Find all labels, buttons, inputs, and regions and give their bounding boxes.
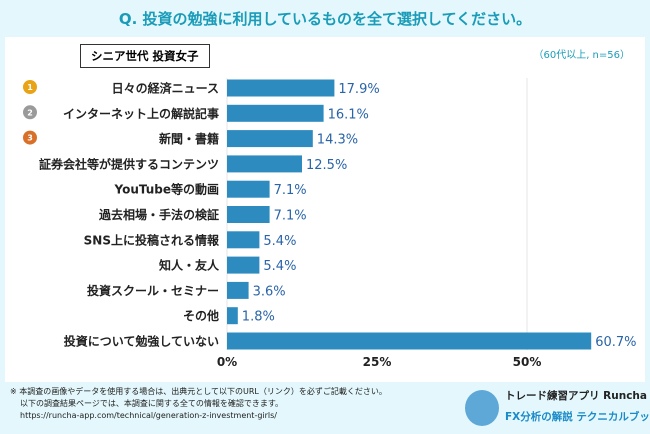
category-label: 日々の経済ニュース xyxy=(112,81,219,96)
bar xyxy=(227,130,313,148)
category-label: 新聞・書籍 xyxy=(159,131,219,146)
category-label: 投資スクール・セミナー xyxy=(87,283,219,298)
brand-tagline: FX分析の解説 テクニカルブック xyxy=(505,411,650,423)
bar xyxy=(227,155,302,173)
brand-name: トレード練習アプリ Runcha xyxy=(505,390,647,402)
value-label: 12.5% xyxy=(306,158,347,173)
rank-medal-icon xyxy=(23,105,37,120)
category-label: 証券会社等が提供するコンテンツ xyxy=(39,156,219,171)
tick-label: 25% xyxy=(363,355,392,369)
category-label: 投資について勉強していない xyxy=(64,334,219,349)
bar xyxy=(227,281,249,299)
value-label: 16.1% xyxy=(328,107,369,122)
category-label: YouTube等の動画 xyxy=(113,182,219,197)
segment-label: シニア世代 投資女子 xyxy=(80,44,210,68)
footer-line: ※ 本調査の画像やデータを使用する場合は、出典元として以下のURL（リンク）を必… xyxy=(10,387,387,396)
footer-url[interactable]: https://runcha-app.com/technical/generat… xyxy=(20,411,278,420)
tick-label: 0% xyxy=(217,355,237,369)
value-label: 7.1% xyxy=(274,209,307,224)
rank-number: 3 xyxy=(27,134,33,143)
value-label: 60.7% xyxy=(595,335,636,350)
rank-medal-icon xyxy=(23,80,37,94)
bar xyxy=(227,206,270,223)
category-label: その他 xyxy=(183,308,219,323)
bar xyxy=(227,180,270,198)
brand-logo[interactable]: トレード練習アプリ Runcha FX分析の解説 テクニカルブック xyxy=(465,386,650,432)
category-label: 過去相場・手法の検証 xyxy=(98,207,219,222)
tick-label: 50% xyxy=(513,355,542,369)
value-label: 1.8% xyxy=(242,310,275,325)
footer-line: 以下の調査結果ページでは、本調査に関する全ての情報を確認できます。 xyxy=(20,399,284,408)
category-label: インターネット上の解説記事 xyxy=(63,106,219,121)
rank-number: 2 xyxy=(27,108,33,117)
footer-note: ※ 本調査の画像やデータを使用する場合は、出典元として以下のURL（リンク）を必… xyxy=(10,386,460,422)
page-title: Q. 投資の勉強に利用しているものを全て選択してください。 xyxy=(118,10,532,28)
rank-number: 1 xyxy=(27,83,33,92)
rank-medal-icon xyxy=(23,130,37,145)
bar xyxy=(227,307,238,325)
bar xyxy=(227,79,335,97)
bar xyxy=(227,256,260,274)
bar xyxy=(227,104,324,122)
category-label: 知人・友人 xyxy=(158,258,220,273)
value-label: 17.9% xyxy=(338,82,379,97)
category-label: SNS上に投稿される情報 xyxy=(84,232,220,247)
value-label: 5.4% xyxy=(263,234,296,249)
sample-note: （60代以上, n=56） xyxy=(533,50,630,61)
bar xyxy=(227,231,260,249)
value-label: 5.4% xyxy=(263,259,296,274)
value-label: 14.3% xyxy=(317,133,358,148)
bar xyxy=(227,332,592,350)
value-label: 7.1% xyxy=(274,183,307,198)
runcha-logo-icon xyxy=(465,390,499,426)
value-label: 3.6% xyxy=(253,284,286,299)
